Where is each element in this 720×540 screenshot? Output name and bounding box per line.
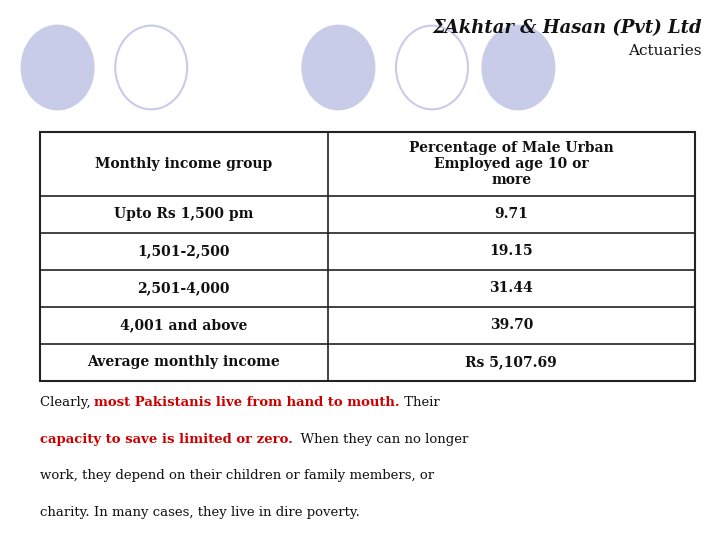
Text: ΣAkhtar & Hasan (Pvt) Ltd: ΣAkhtar & Hasan (Pvt) Ltd (433, 19, 702, 37)
Ellipse shape (482, 25, 554, 109)
Text: Percentage of Male Urban
Employed age 10 or
more: Percentage of Male Urban Employed age 10… (409, 141, 613, 187)
Text: work, they depend on their children or family members, or: work, they depend on their children or f… (40, 469, 433, 482)
Text: 39.70: 39.70 (490, 318, 533, 332)
Bar (40, 132, 695, 381)
Text: Actuaries: Actuaries (629, 44, 702, 58)
Text: Upto Rs 1,500 pm: Upto Rs 1,500 pm (114, 207, 253, 221)
Text: Their: Their (400, 396, 440, 409)
Text: 31.44: 31.44 (490, 281, 534, 295)
Text: Rs 5,107.69: Rs 5,107.69 (465, 355, 557, 369)
Text: Clearly,: Clearly, (40, 396, 94, 409)
Text: charity. In many cases, they live in dire poverty.: charity. In many cases, they live in dir… (40, 506, 359, 519)
Text: When they can no longer: When they can no longer (292, 433, 469, 446)
Text: 4,001 and above: 4,001 and above (120, 318, 248, 332)
Text: Monthly income group: Monthly income group (95, 157, 272, 171)
Text: most Pakistanis live from hand to mouth.: most Pakistanis live from hand to mouth. (94, 396, 400, 409)
Text: 19.15: 19.15 (490, 245, 533, 258)
Text: 1,501-2,500: 1,501-2,500 (138, 245, 230, 258)
Text: capacity to save is limited or zero.: capacity to save is limited or zero. (40, 433, 292, 446)
Text: 2,501-4,000: 2,501-4,000 (138, 281, 230, 295)
Ellipse shape (302, 25, 374, 109)
Text: Average monthly income: Average monthly income (87, 355, 280, 369)
Text: 9.71: 9.71 (495, 207, 528, 221)
Ellipse shape (22, 25, 94, 109)
